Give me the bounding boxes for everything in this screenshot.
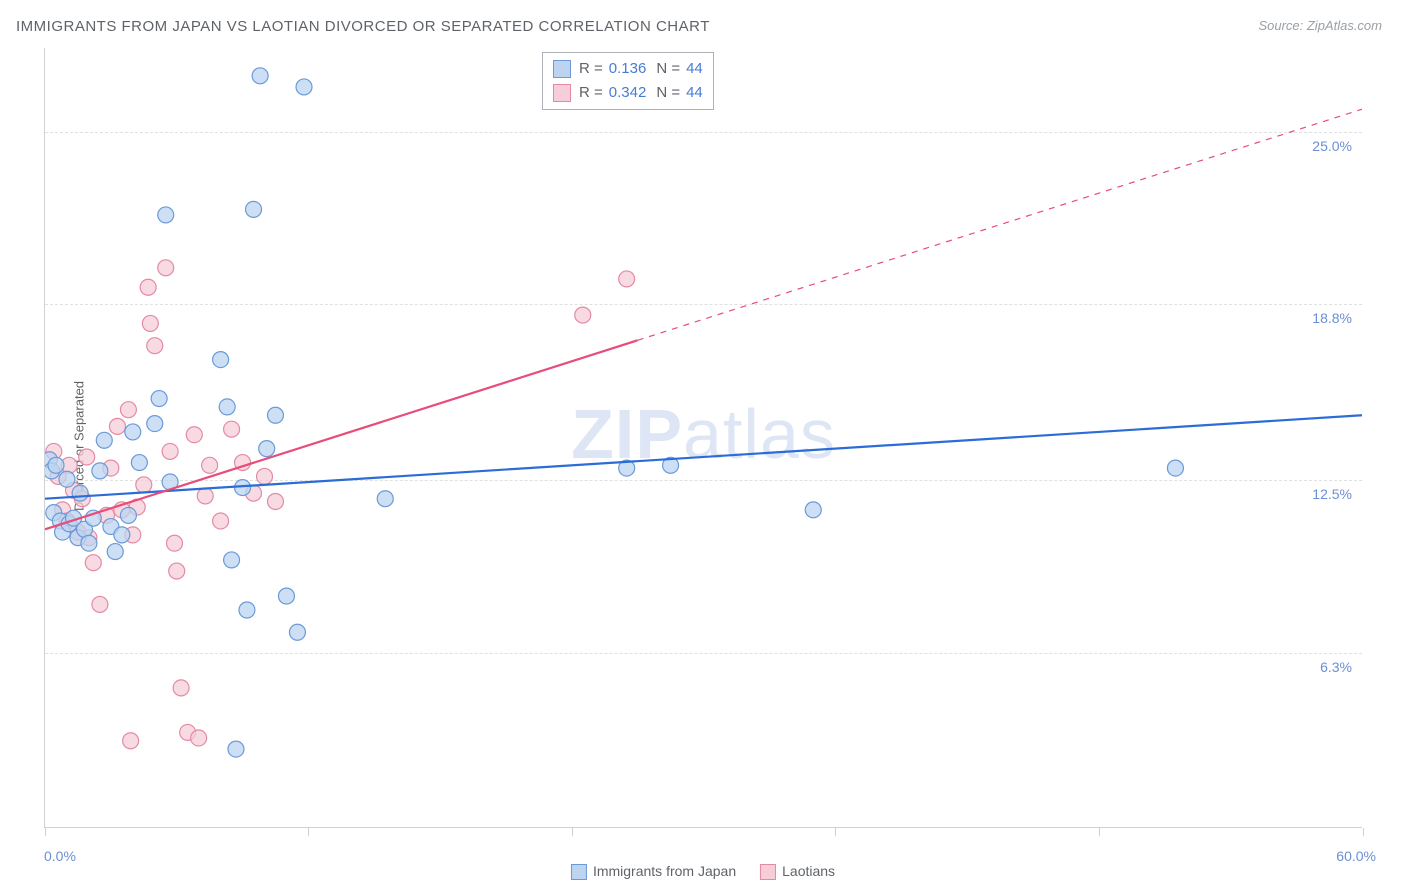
- legend-swatch-japan-bottom: [571, 864, 587, 880]
- source-value: ZipAtlas.com: [1307, 18, 1382, 33]
- chart-plot-area: ZIPatlas 6.3%12.5%18.8%25.0%: [44, 48, 1362, 828]
- legend-n-value-japan: 44: [686, 57, 703, 81]
- scatter-plot-svg: [45, 48, 1362, 827]
- legend-item-laotian: Laotians: [760, 863, 835, 880]
- x-tick-min: 0.0%: [44, 848, 76, 864]
- correlation-legend: R = 0.136 N = 44 R = 0.342 N = 44: [542, 52, 714, 110]
- legend-n-label: N =: [656, 57, 680, 81]
- legend-swatch-laotian: [553, 84, 571, 102]
- legend-r-label: R =: [579, 57, 603, 81]
- legend-r-value-japan: 0.136: [609, 57, 647, 81]
- legend-row-japan: R = 0.136 N = 44: [553, 57, 703, 81]
- legend-n-label: N =: [656, 81, 680, 105]
- chart-title: IMMIGRANTS FROM JAPAN VS LAOTIAN DIVORCE…: [16, 18, 710, 35]
- legend-label-japan: Immigrants from Japan: [593, 863, 736, 879]
- legend-n-value-laotian: 44: [686, 81, 703, 105]
- source-attribution: Source: ZipAtlas.com: [1258, 18, 1382, 33]
- legend-r-value-laotian: 0.342: [609, 81, 647, 105]
- x-tick-max: 60.0%: [1336, 848, 1376, 864]
- legend-r-label: R =: [579, 81, 603, 105]
- legend-row-laotian: R = 0.342 N = 44: [553, 81, 703, 105]
- legend-item-japan: Immigrants from Japan: [571, 863, 736, 880]
- series-legend: Immigrants from Japan Laotians: [571, 863, 835, 880]
- legend-swatch-japan: [553, 60, 571, 78]
- legend-swatch-laotian-bottom: [760, 864, 776, 880]
- source-label: Source:: [1258, 18, 1306, 33]
- legend-label-laotian: Laotians: [782, 863, 835, 879]
